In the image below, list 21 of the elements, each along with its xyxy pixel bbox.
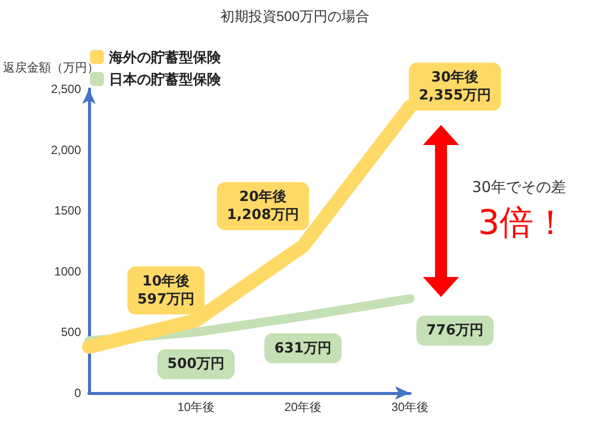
y-tick-label: 2,500: [50, 82, 82, 96]
data-label: 500万円: [167, 356, 225, 372]
data-label: 631万円: [274, 340, 332, 356]
data-label: 776万円: [426, 322, 484, 339]
chart-title: 初期投資500万円の場合: [220, 8, 370, 24]
y-tick-label: 500: [60, 325, 82, 340]
y-tick-label: 2,000: [50, 142, 82, 157]
x-tick-label: 10年後: [177, 400, 215, 414]
x-tick-label: 30年後: [391, 400, 429, 414]
data-label: 10年後 597万円: [137, 273, 195, 308]
text: 30年でその差: [472, 178, 566, 197]
text: 3倍！: [478, 202, 568, 245]
y-tick-label: 1000: [54, 264, 82, 278]
x-tick-label: 20年後: [284, 400, 322, 414]
y-tick-label: 1500: [54, 204, 82, 218]
y-axis-title: 返戻金額（万円）: [3, 60, 99, 74]
legend-label: 日本の貯蓄型保険: [109, 71, 222, 87]
legend-label: 海外の貯蓄型保険: [108, 49, 222, 65]
data-label: 30年後 2,355万円: [418, 70, 492, 104]
data-label: 20年後 1,208万円: [226, 189, 300, 224]
y-tick-label: 0: [74, 386, 82, 400]
